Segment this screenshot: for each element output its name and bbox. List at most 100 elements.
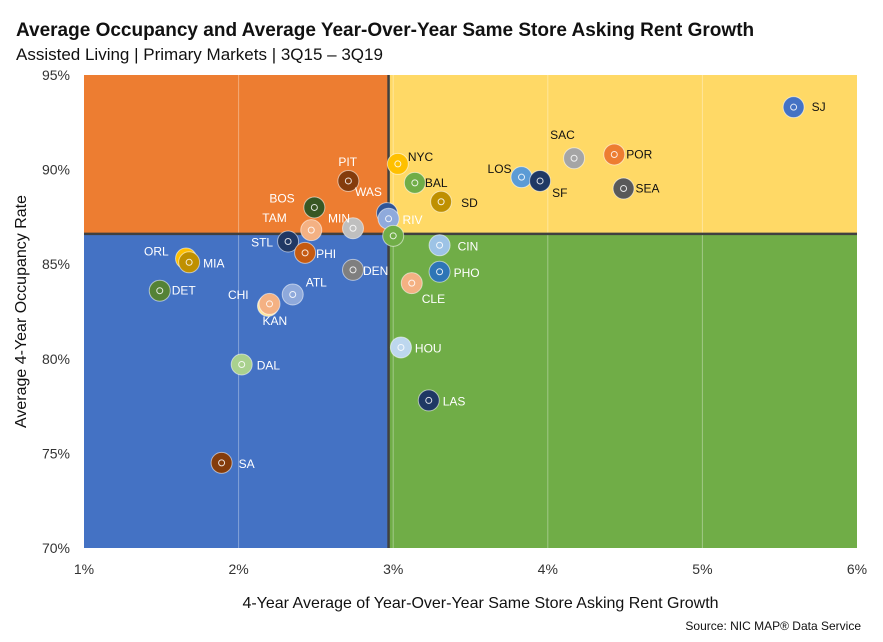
y-axis-title: Average 4-Year Occupancy Rate: [13, 195, 30, 428]
x-tick-label: 4%: [538, 561, 558, 577]
x-axis-title: 4-Year Average of Year-Over-Year Same St…: [242, 595, 718, 612]
quadrant-bottom-left: [84, 233, 389, 549]
data-point-nyc: NYC: [386, 150, 434, 175]
point-center-ring: [218, 459, 226, 467]
y-tick-label: 75%: [42, 445, 70, 461]
quadrant-bottom-right: [388, 233, 857, 549]
point-center-ring: [349, 266, 357, 274]
point-center-ring: [436, 268, 444, 276]
point-label: DET: [172, 284, 197, 298]
point-label: SD: [461, 196, 478, 210]
point-marker: [258, 292, 281, 315]
axis-ticks: 1% 2% 3% 4% 5% 6% 70% 75% 80% 85% 90% 95%: [42, 67, 867, 577]
point-marker: [277, 230, 300, 253]
point-label: BAL: [425, 176, 448, 190]
point-label: TAM: [262, 211, 286, 225]
point-marker: [529, 169, 552, 192]
point-label: LAS: [443, 394, 466, 408]
data-point-cin: CIN: [428, 234, 479, 257]
point-center-ring: [790, 103, 798, 111]
data-point-sa: SA: [210, 451, 255, 474]
chart-title: Average Occupancy and Average Year-Over-…: [16, 20, 755, 41]
point-center-ring: [610, 150, 618, 158]
point-marker: [400, 272, 423, 295]
point-label: CIN: [458, 239, 479, 253]
point-marker: [300, 219, 323, 242]
point-label: CHI: [228, 288, 249, 302]
point-marker: [178, 251, 201, 274]
point-center-ring: [437, 198, 445, 206]
point-center-ring: [411, 179, 419, 187]
point-marker: [148, 279, 171, 302]
data-point-unlabeled: [382, 224, 405, 247]
point-marker: [281, 283, 304, 306]
data-point-stl: STL: [251, 230, 300, 253]
point-center-ring: [301, 249, 309, 257]
point-center-ring: [394, 160, 402, 168]
point-label: ATL: [306, 275, 327, 289]
data-point-sd: SD: [430, 190, 478, 213]
point-marker: [210, 451, 233, 474]
point-center-ring: [397, 343, 405, 351]
point-label: DAL: [257, 358, 281, 372]
y-tick-label: 95%: [42, 67, 70, 83]
point-label: HOU: [415, 341, 442, 355]
point-marker: [403, 171, 426, 194]
point-center-ring: [385, 215, 393, 223]
data-point-det: DET: [148, 279, 197, 302]
data-point-riv: RIV: [377, 207, 423, 230]
point-label: PIT: [338, 155, 357, 169]
point-label: SF: [552, 186, 567, 200]
data-point-sac: SAC: [550, 128, 586, 170]
quadrant-top-left: [84, 75, 389, 234]
point-marker: [612, 177, 635, 200]
data-point-por: POR: [603, 143, 653, 166]
point-label: WAS: [355, 185, 382, 199]
data-point-hou: HOU: [389, 336, 442, 359]
point-center-ring: [307, 226, 315, 234]
data-point-mia: MIA: [178, 251, 224, 274]
point-marker: [230, 353, 253, 376]
point-center-ring: [425, 396, 433, 404]
point-label: SA: [239, 457, 255, 471]
point-center-ring: [185, 258, 193, 266]
point-marker: [337, 169, 360, 192]
point-label: SAC: [550, 128, 575, 142]
data-point-min: MIN: [328, 211, 365, 240]
data-point-pit: PIT: [337, 155, 360, 192]
point-marker: [510, 166, 533, 189]
x-tick-label: 6%: [847, 561, 867, 577]
point-label: MIA: [203, 256, 224, 270]
point-marker: [303, 196, 326, 219]
point-center-ring: [238, 360, 246, 368]
point-center-ring: [310, 203, 318, 211]
point-label: POR: [626, 147, 652, 161]
data-point-los: LOS: [488, 162, 533, 189]
x-tick-label: 1%: [74, 561, 94, 577]
point-label: PHO: [454, 266, 480, 280]
point-marker: [428, 260, 451, 283]
data-point-bal: BAL: [403, 171, 448, 194]
y-tick-label: 85%: [42, 256, 70, 272]
point-label: BOS: [269, 191, 294, 205]
y-tick-label: 70%: [42, 540, 70, 556]
point-center-ring: [266, 300, 274, 308]
data-point-las: LAS: [417, 389, 466, 412]
point-center-ring: [518, 173, 526, 181]
point-marker: [382, 224, 405, 247]
point-marker: [294, 241, 317, 264]
point-label: LOS: [488, 162, 512, 176]
x-tick-label: 5%: [692, 561, 712, 577]
point-label: KAN: [263, 314, 288, 328]
point-marker: [782, 96, 805, 119]
point-label: CLE: [422, 292, 445, 306]
data-point-phi: PHI: [294, 241, 336, 264]
x-tick-label: 3%: [383, 561, 403, 577]
point-center-ring: [408, 279, 416, 287]
point-center-ring: [389, 232, 397, 240]
point-center-ring: [536, 177, 544, 185]
y-tick-label: 80%: [42, 351, 70, 367]
data-point-bos: BOS: [269, 191, 326, 219]
quadrant-backgrounds: [84, 75, 857, 549]
point-label: SEA: [636, 182, 660, 196]
